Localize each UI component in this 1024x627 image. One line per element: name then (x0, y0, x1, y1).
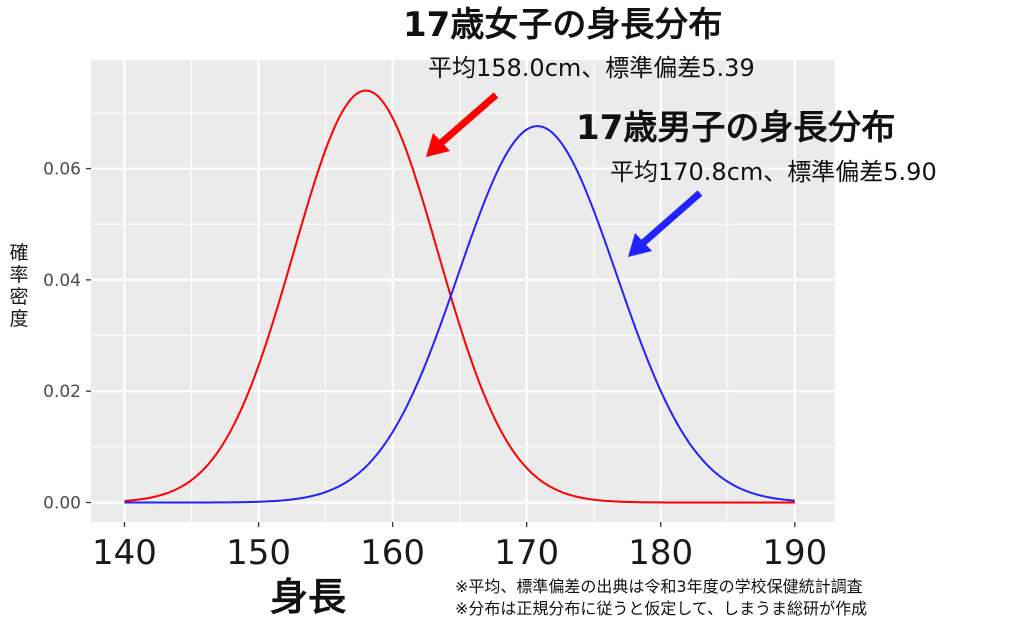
axis-ticks: 0.00 0.02 0.04 0.06 140 150 160 170 180 190 (43, 160, 827, 573)
female-annotation-subtitle: 平均158.0cm、標準偏差5.39 (428, 54, 755, 82)
x-tick-label: 180 (628, 533, 693, 573)
y-tick-label: 0.04 (43, 271, 81, 291)
plot-panel (91, 60, 835, 522)
male-annotation-title: 17歳男子の身長分布 (576, 108, 895, 148)
male-arrow (628, 190, 703, 257)
x-tick-label: 190 (762, 533, 827, 573)
y-axis-label: 確率密度 (9, 242, 28, 330)
female-arrow (426, 92, 499, 157)
series-female-line (124, 89, 795, 504)
x-tick-label: 150 (226, 533, 291, 573)
source-note: ※平均、標準偏差の出典は令和3年度の学校保健統計調査 (455, 577, 863, 596)
y-tick-label: 0.00 (43, 494, 81, 514)
density-curves (124, 89, 795, 504)
method-note: ※分布は正規分布に従うと仮定して、しまうま総研が作成 (455, 599, 867, 618)
series-male-line (124, 125, 795, 504)
female-annotation-title: 17歳女子の身長分布 (403, 5, 722, 45)
x-tick-label: 140 (92, 533, 157, 573)
y-tick-label: 0.06 (43, 160, 81, 180)
male-annotation-subtitle: 平均170.8cm、標準偏差5.90 (610, 158, 937, 186)
x-tick-label: 160 (360, 533, 425, 573)
x-tick-label: 170 (494, 533, 559, 573)
x-axis-label: 身長 (270, 575, 347, 619)
y-tick-label: 0.02 (43, 382, 81, 402)
